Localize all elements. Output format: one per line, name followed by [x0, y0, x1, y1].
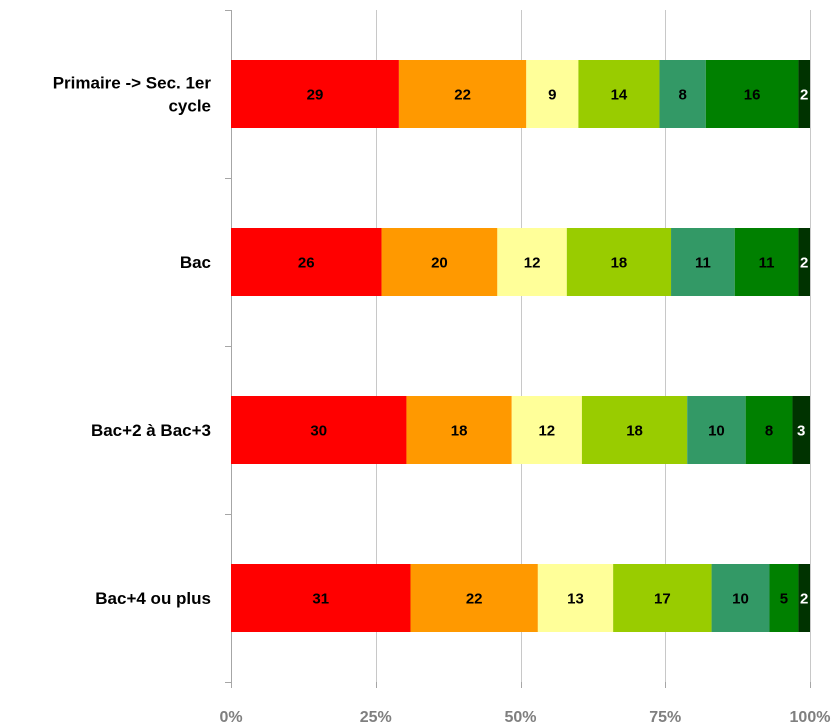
- data-label: 5: [780, 591, 788, 608]
- bar-segment: [497, 228, 567, 296]
- category-label: Bac+4 ou plus: [95, 589, 211, 608]
- bar-segment: [792, 396, 810, 464]
- bar-segment: [410, 564, 538, 632]
- bar-segment: [566, 228, 672, 296]
- x-tick-label: 0%: [219, 709, 242, 726]
- bar-segment: [798, 228, 810, 296]
- category-label: cycle: [168, 97, 211, 116]
- bar-segment: [537, 564, 614, 632]
- data-label: 20: [431, 255, 448, 272]
- bar-segment: [231, 228, 382, 296]
- bar-segment: [231, 60, 399, 128]
- data-label: 18: [626, 423, 643, 440]
- x-tick-label: 75%: [649, 709, 681, 726]
- bar-segment: [231, 564, 411, 632]
- bar-segment: [711, 564, 770, 632]
- data-label: 18: [451, 423, 468, 440]
- data-label: 8: [765, 423, 773, 440]
- bar-segment: [581, 396, 688, 464]
- data-label: 8: [678, 87, 686, 104]
- data-label: 2: [800, 255, 808, 272]
- bar-segment: [745, 396, 793, 464]
- bar-segment: [398, 60, 527, 128]
- data-label: 16: [744, 87, 761, 104]
- data-label: 3: [797, 423, 805, 440]
- data-label: 17: [654, 591, 671, 608]
- category-label: Primaire -> Sec. 1er: [53, 74, 212, 93]
- bar-segment: [798, 564, 810, 632]
- bar-segment: [705, 60, 799, 128]
- data-label: 2: [800, 591, 808, 608]
- data-label: 11: [695, 255, 711, 272]
- data-label: 12: [538, 423, 555, 440]
- data-label: 14: [611, 87, 628, 104]
- data-label: 18: [611, 255, 628, 272]
- bar-segment: [526, 60, 579, 128]
- bar-segment: [231, 396, 407, 464]
- bar-segment: [687, 396, 746, 464]
- x-tick-label: 25%: [360, 709, 392, 726]
- category-label: Bac: [180, 253, 211, 272]
- data-label: 12: [524, 255, 541, 272]
- data-label: 10: [732, 591, 749, 608]
- data-label: 30: [310, 423, 327, 440]
- data-label: 29: [307, 87, 324, 104]
- bar-segment: [511, 396, 582, 464]
- bar-segment: [381, 228, 498, 296]
- data-label: 13: [567, 591, 584, 608]
- data-label: 2: [800, 87, 808, 104]
- bar-segment: [578, 60, 660, 128]
- data-label: 22: [454, 87, 471, 104]
- data-label: 26: [298, 255, 315, 272]
- data-label: 9: [548, 87, 556, 104]
- bar-segment: [613, 564, 712, 632]
- x-tick-label: 100%: [790, 709, 831, 726]
- data-label: 22: [466, 591, 483, 608]
- data-label: 11: [759, 255, 775, 272]
- x-tick-label: 50%: [504, 709, 536, 726]
- data-label: 31: [312, 591, 329, 608]
- bar-segment: [769, 564, 799, 632]
- data-label: 10: [708, 423, 725, 440]
- category-label: Bac+2 à Bac+3: [91, 421, 211, 440]
- bar-segment: [671, 228, 735, 296]
- bar-segment: [659, 60, 706, 128]
- bar-segment: [406, 396, 512, 464]
- bar-segment: [734, 228, 799, 296]
- bar-segment: [798, 60, 810, 128]
